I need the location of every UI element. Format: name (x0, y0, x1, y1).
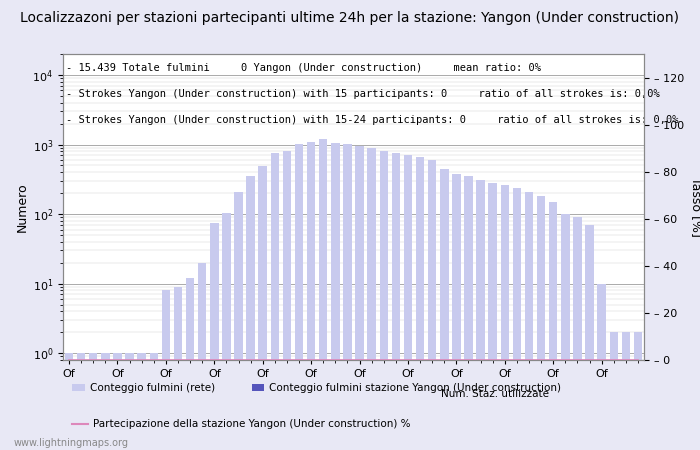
Bar (428, 160, 436, 450)
Bar (452, 174, 461, 450)
Bar (283, 150, 291, 450)
Bar (89, 353, 97, 450)
Bar (258, 166, 267, 450)
Bar (585, 225, 594, 450)
Bar (549, 202, 557, 450)
Bar (634, 332, 642, 450)
Legend: Partecipazione della stazione Yangon (Under construction) %: Partecipazione della stazione Yangon (Un… (68, 415, 415, 433)
Bar (610, 332, 618, 450)
Bar (162, 290, 170, 450)
Bar (125, 353, 134, 450)
Bar (343, 144, 351, 450)
Bar (464, 176, 473, 450)
Bar (174, 287, 182, 450)
Bar (319, 139, 328, 450)
Text: Localizzazoni per stazioni partecipanti ultime 24h per la stazione: Yangon (Unde: Localizzazoni per stazioni partecipanti … (20, 11, 680, 25)
Bar (622, 332, 630, 450)
Bar (368, 148, 376, 450)
Bar (440, 169, 449, 450)
Bar (537, 195, 545, 450)
Bar (234, 192, 243, 450)
Bar (246, 176, 255, 450)
Bar (65, 353, 74, 450)
Y-axis label: Numero: Numero (15, 182, 28, 232)
Bar (222, 213, 230, 450)
Bar (512, 188, 521, 450)
Bar (404, 155, 412, 450)
Bar (561, 214, 570, 450)
Text: - Strokes Yangon (Under construction) with 15-24 participants: 0     ratio of al: - Strokes Yangon (Under construction) wi… (66, 115, 678, 125)
Text: www.lightningmaps.org: www.lightningmaps.org (14, 438, 129, 448)
Bar (573, 217, 582, 450)
Bar (391, 153, 400, 450)
Bar (307, 142, 316, 450)
Bar (597, 284, 606, 450)
Bar (150, 353, 158, 450)
Bar (331, 143, 340, 450)
Bar (295, 144, 303, 450)
Text: - Strokes Yangon (Under construction) with 15 participants: 0     ratio of all s: - Strokes Yangon (Under construction) wi… (66, 89, 659, 99)
Bar (101, 353, 110, 450)
Bar (477, 180, 485, 450)
Bar (379, 150, 388, 450)
Bar (198, 263, 206, 450)
Bar (356, 146, 364, 450)
Text: - 15.439 Totale fulmini     0 Yangon (Under construction)     mean ratio: 0%: - 15.439 Totale fulmini 0 Yangon (Under … (66, 63, 541, 73)
Bar (113, 353, 122, 450)
Y-axis label: Tasso [%]: Tasso [%] (690, 177, 700, 237)
Text: Num. Staz. utilizzate: Num. Staz. utilizzate (441, 389, 549, 399)
Bar (271, 153, 279, 450)
Bar (210, 223, 218, 450)
Bar (416, 157, 424, 450)
Bar (186, 278, 195, 450)
Bar (489, 183, 497, 450)
Bar (137, 353, 146, 450)
Bar (500, 185, 509, 450)
Legend: Conteggio fulmini (rete), Conteggio fulmini stazione Yangon (Under construction): Conteggio fulmini (rete), Conteggio fulm… (68, 379, 566, 397)
Bar (77, 353, 85, 450)
Bar (525, 193, 533, 450)
